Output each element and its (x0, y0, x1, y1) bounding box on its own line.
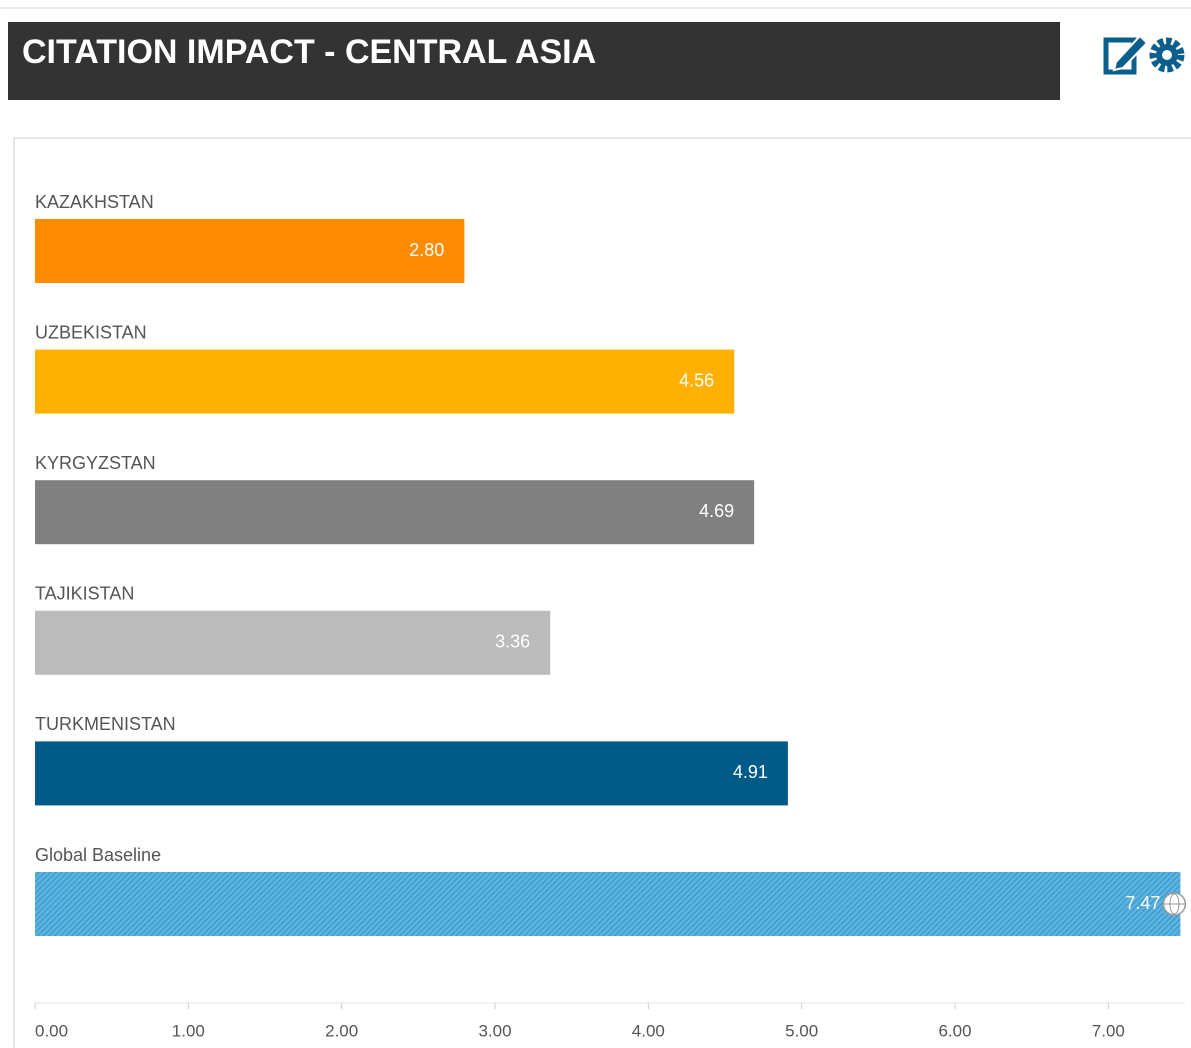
bar (35, 741, 788, 806)
bar (35, 349, 735, 414)
category-label: UZBEKISTAN (35, 322, 147, 342)
title-bar (8, 22, 1060, 100)
bar (35, 480, 755, 545)
category-label: TAJIKISTAN (35, 584, 134, 604)
bar (35, 219, 465, 283)
x-tick-label: 2.00 (325, 1021, 358, 1040)
bar (35, 872, 1181, 936)
value-label: 4.91 (733, 762, 768, 782)
value-label: 4.69 (699, 501, 734, 521)
settings-icon[interactable] (1149, 37, 1185, 73)
chart-title: CITATION IMPACT - CENTRAL ASIA (22, 33, 596, 71)
x-tick-label: 7.00 (1092, 1021, 1125, 1040)
value-label: 4.56 (679, 370, 714, 390)
x-tick-label: 3.00 (478, 1021, 511, 1040)
edit-icon[interactable] (1103, 34, 1149, 75)
x-tick-label: 4.00 (632, 1021, 665, 1040)
x-tick-label: 1.00 (172, 1021, 205, 1040)
x-tick-label: 5.00 (785, 1021, 818, 1040)
category-label: KYRGYZSTAN (35, 453, 156, 473)
x-tick-label: 0.00 (35, 1021, 68, 1040)
bar (35, 610, 551, 675)
x-tick-label: 6.00 (938, 1021, 971, 1040)
category-label: Global Baseline (35, 845, 161, 865)
category-label: KAZAKHSTAN (35, 192, 154, 212)
panel-border (13, 137, 1191, 1048)
value-label: 3.36 (495, 632, 530, 652)
value-label: 7.47 (1125, 893, 1160, 913)
value-label: 2.80 (409, 240, 444, 260)
category-label: TURKMENISTAN (35, 714, 176, 734)
